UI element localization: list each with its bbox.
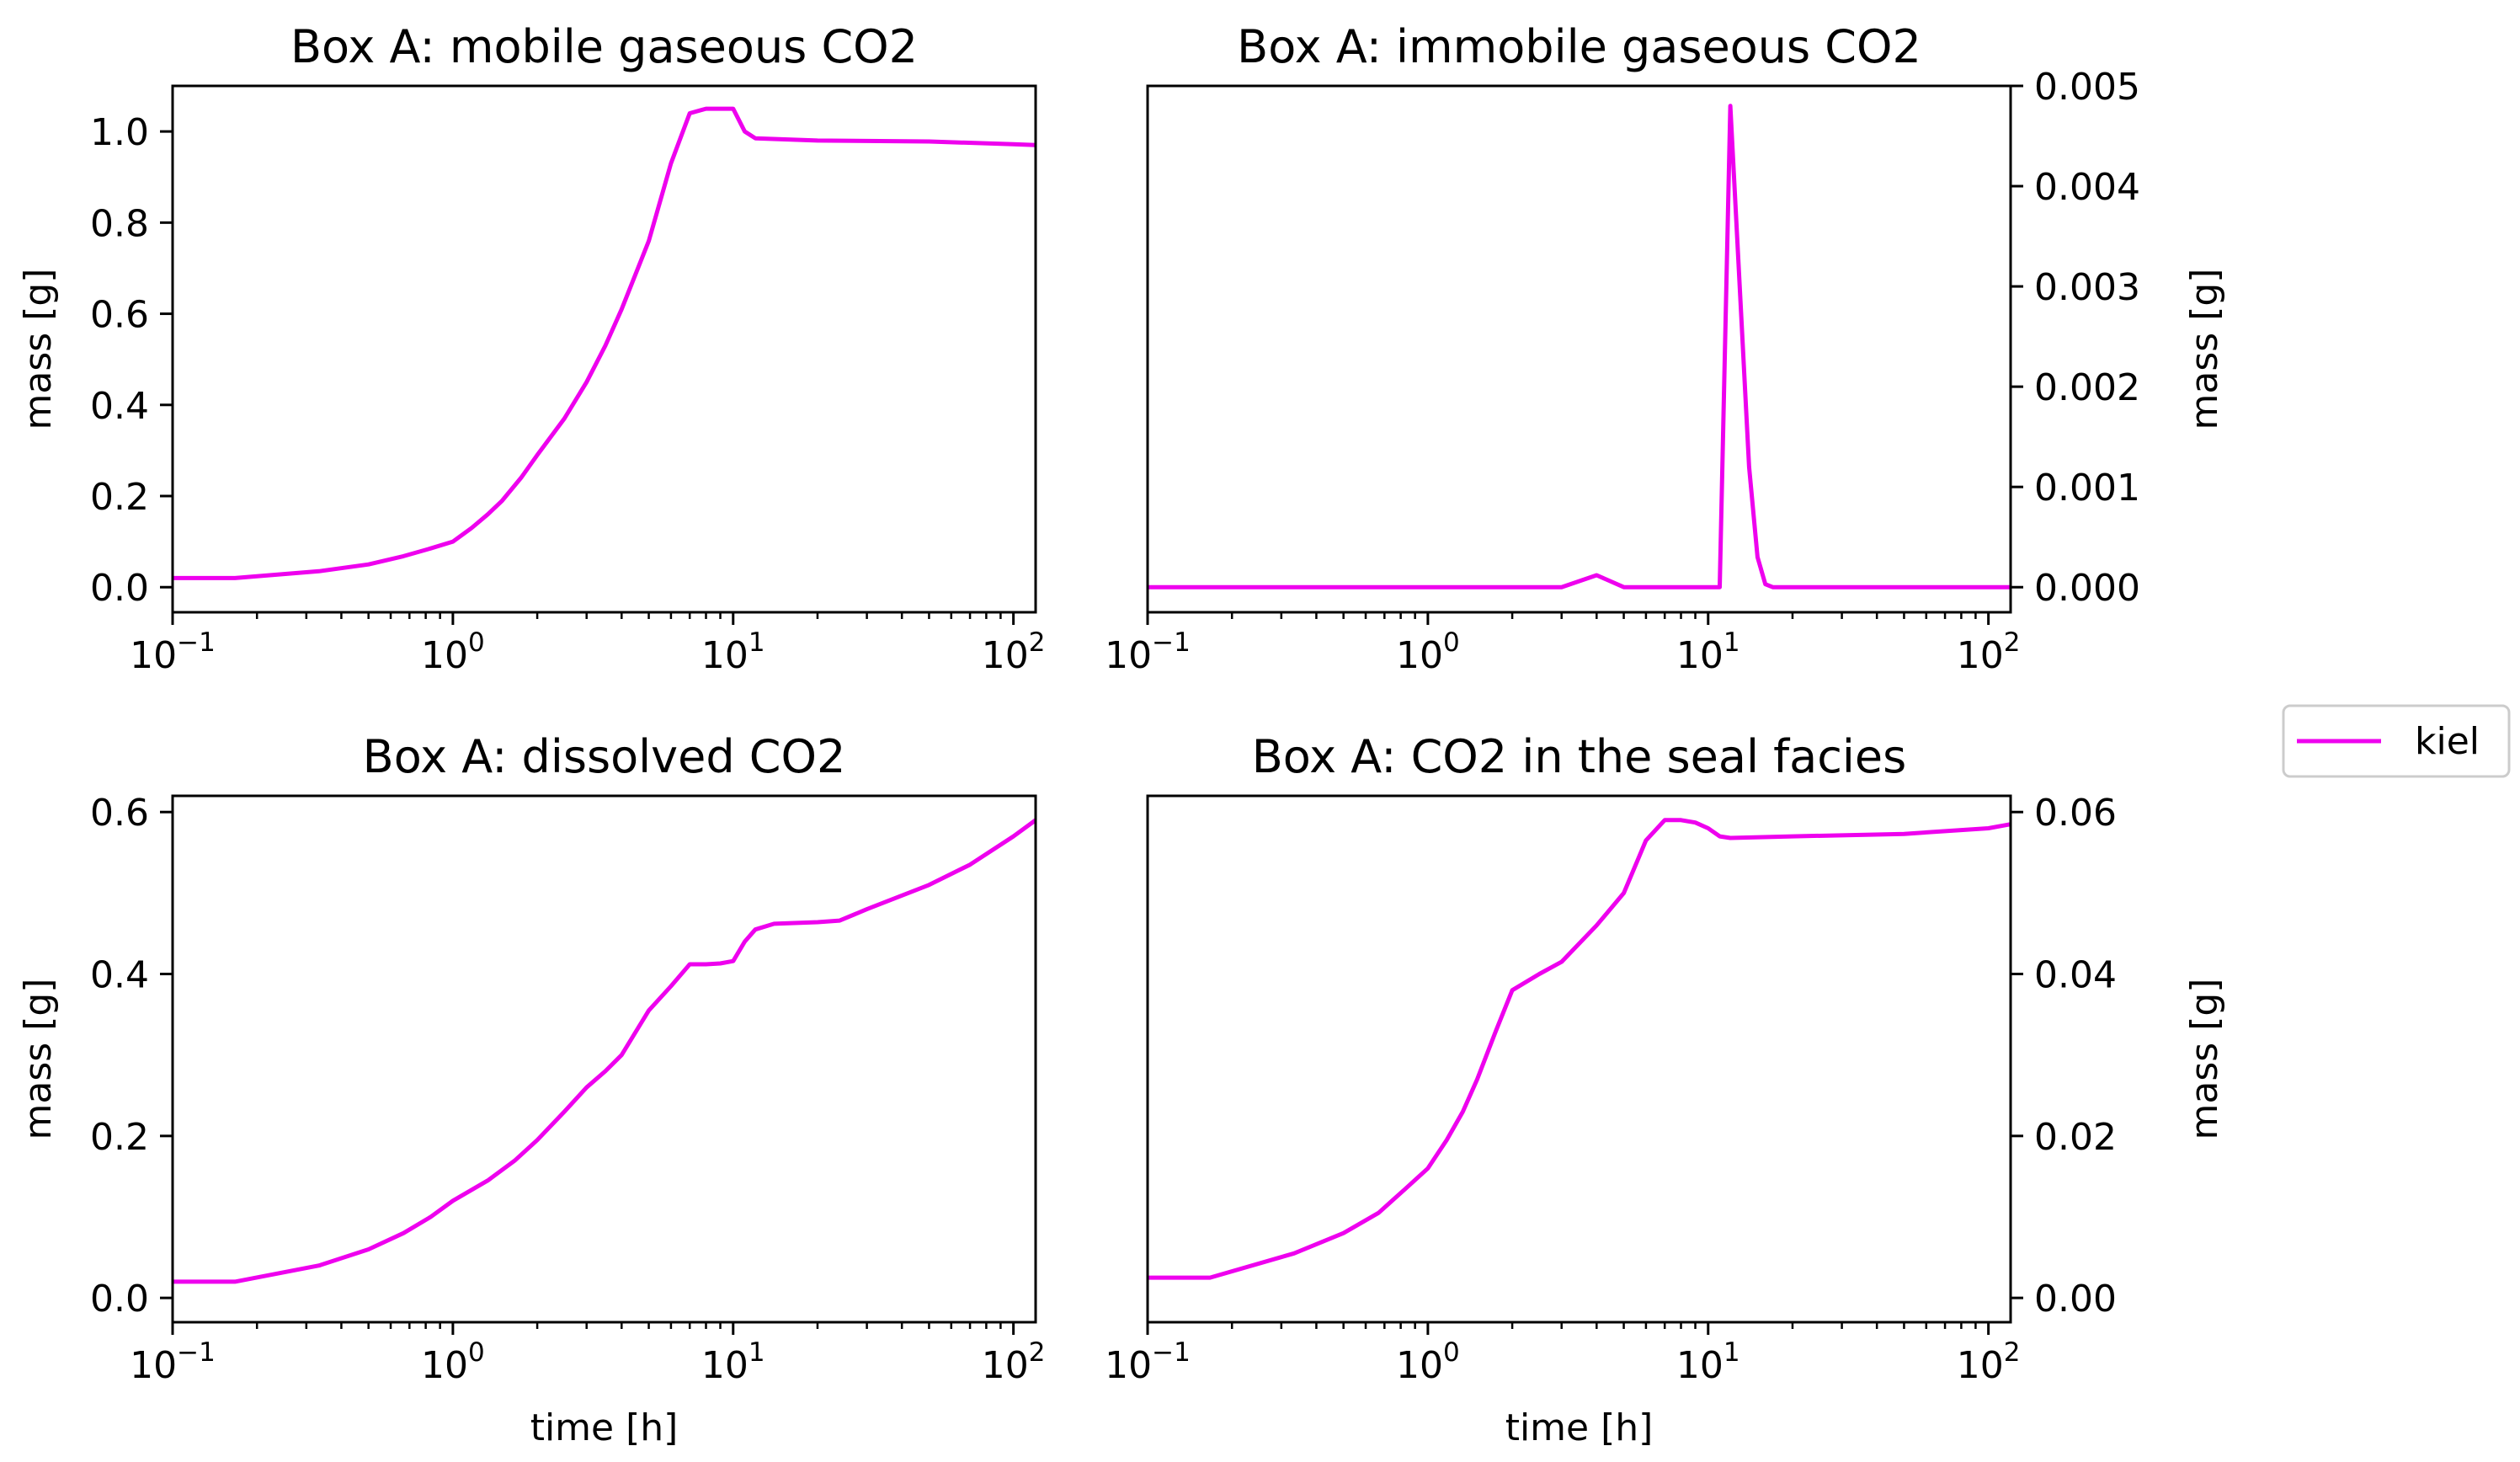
y-tick-label: 0.4 <box>90 385 149 428</box>
x-axis-label: time [h] <box>530 1406 679 1449</box>
x-tick-label: 100 <box>421 1337 485 1387</box>
series-line-kiel <box>173 818 1037 1284</box>
y-tick-label: 0.002 <box>2034 366 2140 409</box>
x-tick-label: 101 <box>1676 627 1740 677</box>
y-tick-label: 0.0 <box>90 1278 149 1321</box>
y-tick-label: 0.000 <box>2034 567 2140 610</box>
y-axis-label: mass [g] <box>2183 269 2226 430</box>
axes-frame <box>171 84 1037 614</box>
y-tick-label: 0.2 <box>90 1116 149 1159</box>
chart-title: Box A: dissolved CO2 <box>363 730 846 783</box>
axes-frame <box>171 794 1037 1324</box>
y-tick-label: 0.6 <box>90 792 149 835</box>
y-tick-label: 0.004 <box>2034 166 2140 209</box>
legend-frame <box>2282 704 2511 778</box>
legend: kiel <box>2282 704 2511 778</box>
y-tick-label: 0.001 <box>2034 467 2140 510</box>
x-tick-label: 102 <box>1957 1337 2021 1387</box>
y-tick-label: 0.2 <box>90 476 149 519</box>
y-tick-label: 0.02 <box>2034 1116 2117 1159</box>
x-axis-label: time [h] <box>1505 1406 1654 1449</box>
y-axis-label: mass [g] <box>17 979 60 1140</box>
series-line-kiel <box>173 106 1036 580</box>
x-tick-label: 100 <box>1396 627 1460 677</box>
x-tick-label: 102 <box>982 1337 1046 1387</box>
x-tick-label: 101 <box>701 1337 765 1387</box>
y-tick-label: 0.4 <box>90 954 149 997</box>
x-tick-label: 101 <box>701 627 765 677</box>
chart-panel-2: 10−1 100 101 102 0.000 0.001 0.002 0.003 0.004 0.… <box>1105 20 2226 677</box>
series-line-kiel <box>1148 104 2011 590</box>
x-tick-label: 101 <box>1676 1337 1740 1387</box>
y-tick-label: 0.0 <box>90 567 149 610</box>
x-tick-label: 10−1 <box>130 627 216 677</box>
y-axis-label: mass [g] <box>17 269 60 430</box>
chart-panel-4: 10−1 100 101 102 0.00 0.02 0.04 0.06 Box A: CO2 … <box>1105 730 2226 1449</box>
series-line-kiel <box>1148 818 2011 1280</box>
x-tick-label: 10−1 <box>1105 1337 1191 1387</box>
x-tick-label: 100 <box>421 627 485 677</box>
y-tick-label: 0.6 <box>90 294 149 337</box>
x-tick-label: 10−1 <box>1105 627 1191 677</box>
y-axis-label: mass [g] <box>2183 979 2226 1140</box>
y-tick-label: 0.06 <box>2034 792 2117 835</box>
y-tick-label: 1.0 <box>90 111 149 154</box>
y-tick-label: 0.00 <box>2034 1278 2117 1321</box>
chart-title: Box A: CO2 in the seal facies <box>1252 730 1907 783</box>
x-tick-label: 102 <box>982 627 1046 677</box>
x-tick-label: 100 <box>1396 1337 1460 1387</box>
y-tick-label: 0.003 <box>2034 266 2140 309</box>
chart-title: Box A: immobile gaseous CO2 <box>1237 20 1921 73</box>
chart-panel-1: 10−1 100 101 102 0.0 0.2 0.4 0.6 0.8 1.0 Box A: mo… <box>17 20 1046 677</box>
y-tick-label: 0.8 <box>90 202 149 245</box>
chart-title: Box A: mobile gaseous CO2 <box>290 20 918 73</box>
axes-frame <box>1146 794 2012 1324</box>
axes-frame <box>1146 84 2012 614</box>
y-tick-label: 0.005 <box>2034 66 2140 109</box>
x-tick-label: 10−1 <box>130 1337 216 1387</box>
y-tick-label: 0.04 <box>2034 954 2117 997</box>
legend-label-kiel: kiel <box>2415 720 2480 763</box>
chart-panel-3: 10−1 100 101 102 0.0 0.2 0.4 0.6 Box A: dissolve… <box>17 730 1046 1449</box>
x-tick-label: 102 <box>1957 627 2021 677</box>
